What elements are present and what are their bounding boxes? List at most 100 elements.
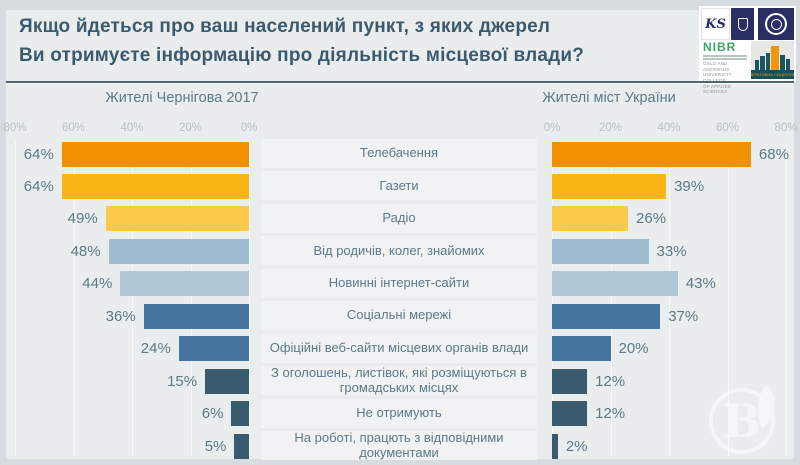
right-value-label: 20% — [618, 340, 649, 358]
left-value-label: 49% — [67, 210, 98, 228]
seal-inner-icon — [770, 18, 782, 30]
infographic-panel: Якщо йдеться про ваш населений пункт, з … — [3, 6, 798, 462]
left-bar — [120, 271, 249, 297]
gridline — [786, 142, 787, 457]
category-label: Офіційні веб-сайти місцевих органів влад… — [269, 339, 529, 355]
left-value-label: 6% — [201, 405, 224, 423]
left-column-header: Жителі Чернігова 2017 — [105, 90, 259, 106]
category-label-band: З оголошень, листівок, які розміщуються … — [261, 365, 537, 396]
left-bar — [143, 303, 249, 329]
right-bar — [552, 141, 751, 167]
right-value-label: 12% — [595, 372, 626, 390]
chart-title-line1: Якщо йдеться про ваш населений пункт, з … — [19, 16, 551, 37]
category-label: На роботі, працють з відповідними докуме… — [294, 430, 504, 460]
category-label-band: На роботі, працють з відповідними докуме… — [261, 430, 537, 461]
chart-row: 36% Соціальні мережі 37% — [6, 300, 794, 332]
left-bar — [61, 141, 249, 167]
chart-row: 15% З оголошень, листівок, які розміщують… — [6, 365, 794, 397]
left-bar-cell: 24% — [15, 333, 249, 365]
axis-tick-label: 20% — [178, 122, 203, 134]
axis-tick-label: 0% — [543, 122, 561, 134]
gridline — [15, 142, 16, 457]
right-value-label: 39% — [674, 177, 705, 195]
gridline — [73, 142, 75, 457]
gridline — [249, 142, 250, 457]
left-gridlines — [15, 142, 250, 457]
right-value-label: 2% — [565, 437, 588, 455]
category-label: Не отримують — [356, 404, 442, 420]
left-value-label: 24% — [140, 340, 171, 358]
ks-logo: KS — [701, 8, 730, 40]
gridline — [669, 142, 670, 457]
left-bar-cell: 6% — [15, 398, 249, 430]
category-label-band: Радіо — [261, 203, 537, 233]
sociology-caption: ОПЕРАТИВНА СОЦІОЛОГІЯ — [751, 70, 794, 79]
category-label-band: Соціальні мережі — [261, 301, 537, 331]
right-bar-cell: 26% — [552, 203, 786, 235]
axis-tick-label: 20% — [598, 122, 623, 134]
right-bar-cell: 20% — [552, 333, 786, 365]
gridline — [610, 142, 612, 457]
left-bar — [61, 173, 249, 199]
chart-row: 6% Не отримують 12% — [6, 398, 794, 430]
left-bar — [234, 433, 249, 459]
logos-row1: KS — [701, 8, 794, 40]
chart-row: 24% Офіційні веб-сайти місцевих органів в… — [6, 333, 794, 365]
right-value-label: 37% — [668, 307, 699, 325]
university-seal-logo — [758, 8, 794, 40]
svg-text:В: В — [723, 394, 762, 448]
axis-tick-label: 60% — [715, 122, 740, 134]
right-bar — [552, 433, 558, 459]
category-label: Новинні інтернет-сайти — [328, 275, 470, 291]
right-column-header: Жителі міст України — [542, 90, 676, 106]
axis-tick-label: 40% — [120, 122, 144, 134]
category-label: Від родичів, колег, знайомих — [313, 242, 485, 258]
category-label-band: Газети — [261, 171, 537, 201]
category-label-band: Новинні інтернет-сайти — [261, 268, 537, 298]
chart-row: 5% На роботі, працють з відповідними доку… — [6, 430, 794, 462]
right-bar-cell: 68% — [552, 138, 789, 170]
category-label-band: Від родичів, колег, знайомих — [261, 236, 537, 266]
right-bar-cell: 37% — [552, 300, 786, 332]
category-label-band: Офіційні веб-сайти місцевих органів влад… — [261, 333, 537, 363]
left-bar-cell: 49% — [15, 203, 249, 235]
right-value-label: 33% — [656, 242, 687, 260]
right-bar-cell: 2% — [552, 430, 786, 462]
right-value-label: 68% — [758, 145, 789, 163]
chart-title-line2: Ви отримуєте інформацію про діяльність м… — [19, 44, 585, 66]
gridline — [552, 142, 553, 457]
right-gridlines — [552, 142, 787, 457]
category-label: Радіо — [382, 210, 416, 226]
left-value-label: 64% — [23, 177, 54, 195]
sociology-logo: ОПЕРАТИВНА СОЦІОЛОГІЯ — [751, 41, 794, 79]
right-bar — [552, 238, 649, 264]
axis-tick-label: 60% — [61, 122, 86, 134]
left-bar-cell: 64% — [15, 170, 249, 202]
left-axis-ticks: 80% 60% 40% 20% 0% — [3, 122, 257, 135]
right-value-label: 26% — [636, 210, 667, 228]
right-value-label: 12% — [595, 405, 626, 423]
left-bar-cell: 36% — [15, 300, 249, 332]
chart-row: 48% Від родичів, колег, знайомих 33% — [6, 235, 794, 267]
gridline — [190, 142, 192, 457]
left-value-label: 44% — [82, 275, 113, 293]
right-bar — [552, 401, 588, 427]
right-bar — [552, 368, 588, 394]
axis-tick-label: 40% — [657, 122, 681, 134]
right-axis-ticks: 0% 20% 40% 60% 80% — [544, 122, 798, 135]
right-bar — [552, 271, 678, 297]
left-value-label: 36% — [105, 307, 136, 325]
category-label-band: Телебачення — [261, 139, 537, 168]
right-bar — [552, 303, 661, 329]
right-bar-cell: 33% — [552, 235, 786, 267]
chart-row: 49% Радіо 26% — [6, 203, 794, 235]
right-bar — [552, 206, 629, 232]
right-bar-cell: 39% — [552, 170, 786, 202]
left-bar-cell: 15% — [15, 365, 249, 397]
left-bar-cell: 64% — [15, 138, 249, 170]
axis-tick-label: 80% — [774, 122, 798, 134]
left-bar — [108, 238, 249, 264]
axis-tick-label: 80% — [3, 122, 27, 134]
